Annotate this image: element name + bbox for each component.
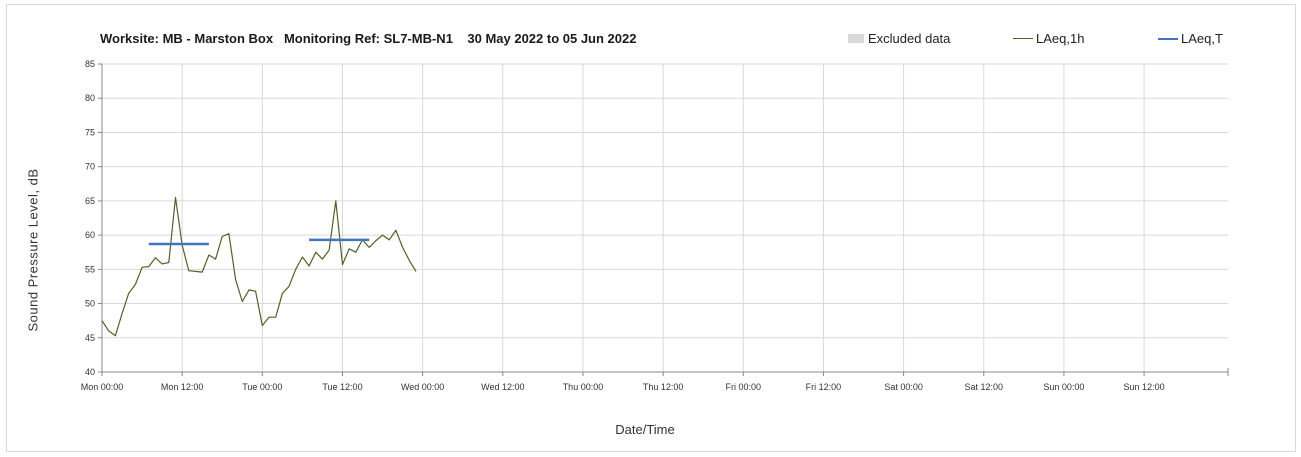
y-tick-label: 70	[85, 162, 95, 172]
x-tick-label: Sat 12:00	[964, 382, 1003, 392]
laeq-1h-swatch	[1013, 38, 1033, 39]
x-tick-label: Tue 00:00	[242, 382, 282, 392]
x-axis-label: Date/Time	[615, 422, 675, 437]
x-tick-label: Thu 12:00	[643, 382, 684, 392]
chart-title: Worksite: MB - Marston Box Monitoring Re…	[100, 31, 637, 46]
legend-label-laeq-1h: LAeq,1h	[1036, 31, 1085, 46]
series-line-laeq-1h	[101, 196, 417, 337]
x-tick-label: Mon 00:00	[81, 382, 124, 392]
x-tick-label: Mon 12:00	[161, 382, 204, 392]
y-tick-label: 80	[85, 93, 95, 103]
y-tick-label: 50	[85, 299, 95, 309]
legend-item-laeq-t: LAeq,T	[1158, 31, 1223, 46]
x-tick-label: Wed 00:00	[401, 382, 444, 392]
laeq-t-swatch	[1158, 37, 1178, 40]
x-tick-label: Sun 12:00	[1124, 382, 1165, 392]
y-tick-label: 40	[85, 367, 95, 377]
x-tick-label: Sun 00:00	[1043, 382, 1084, 392]
y-tick-label: 45	[85, 333, 95, 343]
legend-label-laeq-t: LAeq,T	[1181, 31, 1223, 46]
y-tick-label: 75	[85, 127, 95, 137]
legend-item-excluded: Excluded data	[848, 31, 950, 46]
y-tick-label: 65	[85, 196, 95, 206]
y-tick-label: 60	[85, 230, 95, 240]
x-tick-label: Tue 12:00	[322, 382, 362, 392]
x-tick-label: Thu 00:00	[563, 382, 604, 392]
y-tick-label: 85	[85, 59, 95, 69]
x-tick-label: Fri 12:00	[806, 382, 842, 392]
legend-item-laeq-1h: LAeq,1h	[1013, 31, 1084, 46]
chart-frame	[6, 4, 1296, 452]
y-tick-label: 55	[85, 264, 95, 274]
x-tick-label: Sat 00:00	[884, 382, 923, 392]
x-tick-label: Fri 00:00	[726, 382, 762, 392]
excluded-swatch	[848, 34, 864, 43]
legend-label-excluded: Excluded data	[868, 31, 951, 46]
x-tick-label: Wed 12:00	[481, 382, 524, 392]
